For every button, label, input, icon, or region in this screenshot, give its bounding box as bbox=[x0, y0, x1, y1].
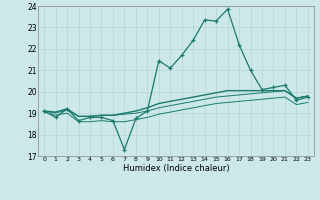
X-axis label: Humidex (Indice chaleur): Humidex (Indice chaleur) bbox=[123, 164, 229, 173]
